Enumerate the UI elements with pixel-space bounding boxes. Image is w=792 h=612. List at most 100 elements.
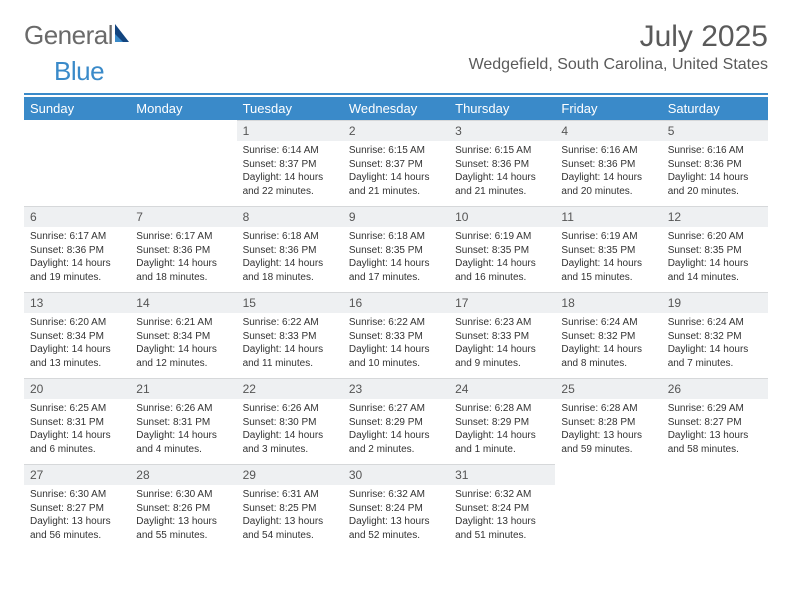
daylight-text: Daylight: 13 hours and 58 minutes. bbox=[668, 429, 762, 456]
sunrise-text: Sunrise: 6:29 AM bbox=[668, 402, 762, 416]
sunrise-text: Sunrise: 6:15 AM bbox=[455, 144, 549, 158]
cell-body: Sunrise: 6:22 AMSunset: 8:33 PMDaylight:… bbox=[237, 313, 343, 376]
sunrise-text: Sunrise: 6:32 AM bbox=[349, 488, 443, 502]
sunrise-text: Sunrise: 6:22 AM bbox=[349, 316, 443, 330]
daylight-text: Daylight: 14 hours and 14 minutes. bbox=[668, 257, 762, 284]
sunrise-text: Sunrise: 6:27 AM bbox=[349, 402, 443, 416]
daylight-text: Daylight: 13 hours and 52 minutes. bbox=[349, 515, 443, 542]
sunrise-text: Sunrise: 6:15 AM bbox=[349, 144, 443, 158]
daylight-text: Daylight: 14 hours and 16 minutes. bbox=[455, 257, 549, 284]
sunrise-text: Sunrise: 6:28 AM bbox=[455, 402, 549, 416]
daylight-text: Daylight: 14 hours and 9 minutes. bbox=[455, 343, 549, 370]
sunrise-text: Sunrise: 6:20 AM bbox=[30, 316, 124, 330]
day-number: 3 bbox=[449, 120, 555, 141]
calendar-cell bbox=[24, 120, 130, 206]
sunset-text: Sunset: 8:26 PM bbox=[136, 502, 230, 516]
sunset-text: Sunset: 8:34 PM bbox=[136, 330, 230, 344]
cell-body: Sunrise: 6:16 AMSunset: 8:36 PMDaylight:… bbox=[662, 141, 768, 204]
calendar-cell: 4Sunrise: 6:16 AMSunset: 8:36 PMDaylight… bbox=[555, 120, 661, 206]
sunrise-text: Sunrise: 6:14 AM bbox=[243, 144, 337, 158]
calendar-cell: 7Sunrise: 6:17 AMSunset: 8:36 PMDaylight… bbox=[130, 206, 236, 292]
logo-sail-icon bbox=[113, 22, 133, 49]
sunset-text: Sunset: 8:27 PM bbox=[30, 502, 124, 516]
calendar-cell: 30Sunrise: 6:32 AMSunset: 8:24 PMDayligh… bbox=[343, 464, 449, 550]
daylight-text: Daylight: 14 hours and 13 minutes. bbox=[30, 343, 124, 370]
day-number: 8 bbox=[237, 206, 343, 227]
day-number: 2 bbox=[343, 120, 449, 141]
calendar-cell bbox=[662, 464, 768, 550]
day-number: 13 bbox=[24, 292, 130, 313]
day-header: Saturday bbox=[662, 97, 768, 120]
calendar-body: 1Sunrise: 6:14 AMSunset: 8:37 PMDaylight… bbox=[24, 120, 768, 550]
sunset-text: Sunset: 8:37 PM bbox=[243, 158, 337, 172]
cell-body: Sunrise: 6:20 AMSunset: 8:35 PMDaylight:… bbox=[662, 227, 768, 290]
sunset-text: Sunset: 8:32 PM bbox=[561, 330, 655, 344]
cell-body: Sunrise: 6:28 AMSunset: 8:28 PMDaylight:… bbox=[555, 399, 661, 462]
sunrise-text: Sunrise: 6:28 AM bbox=[561, 402, 655, 416]
calendar-cell: 11Sunrise: 6:19 AMSunset: 8:35 PMDayligh… bbox=[555, 206, 661, 292]
day-number: 4 bbox=[555, 120, 661, 141]
day-number: 19 bbox=[662, 292, 768, 313]
sunset-text: Sunset: 8:30 PM bbox=[243, 416, 337, 430]
daylight-text: Daylight: 14 hours and 12 minutes. bbox=[136, 343, 230, 370]
cell-body: Sunrise: 6:24 AMSunset: 8:32 PMDaylight:… bbox=[662, 313, 768, 376]
calendar-cell: 31Sunrise: 6:32 AMSunset: 8:24 PMDayligh… bbox=[449, 464, 555, 550]
sunrise-text: Sunrise: 6:21 AM bbox=[136, 316, 230, 330]
daylight-text: Daylight: 13 hours and 59 minutes. bbox=[561, 429, 655, 456]
sunrise-text: Sunrise: 6:26 AM bbox=[136, 402, 230, 416]
day-number: 31 bbox=[449, 464, 555, 485]
cell-body: Sunrise: 6:19 AMSunset: 8:35 PMDaylight:… bbox=[449, 227, 555, 290]
calendar-cell: 17Sunrise: 6:23 AMSunset: 8:33 PMDayligh… bbox=[449, 292, 555, 378]
day-number: 5 bbox=[662, 120, 768, 141]
daylight-text: Daylight: 14 hours and 20 minutes. bbox=[668, 171, 762, 198]
day-number: 23 bbox=[343, 378, 449, 399]
sunrise-text: Sunrise: 6:26 AM bbox=[243, 402, 337, 416]
calendar-cell: 29Sunrise: 6:31 AMSunset: 8:25 PMDayligh… bbox=[237, 464, 343, 550]
calendar-cell: 8Sunrise: 6:18 AMSunset: 8:36 PMDaylight… bbox=[237, 206, 343, 292]
title-block: July 2025 Wedgefield, South Carolina, Un… bbox=[469, 20, 768, 74]
calendar-cell: 20Sunrise: 6:25 AMSunset: 8:31 PMDayligh… bbox=[24, 378, 130, 464]
daylight-text: Daylight: 14 hours and 18 minutes. bbox=[136, 257, 230, 284]
sunrise-text: Sunrise: 6:23 AM bbox=[455, 316, 549, 330]
cell-body: Sunrise: 6:18 AMSunset: 8:35 PMDaylight:… bbox=[343, 227, 449, 290]
sunset-text: Sunset: 8:36 PM bbox=[455, 158, 549, 172]
logo: General bbox=[24, 20, 135, 51]
cell-body: Sunrise: 6:17 AMSunset: 8:36 PMDaylight:… bbox=[130, 227, 236, 290]
day-number: 27 bbox=[24, 464, 130, 485]
sunset-text: Sunset: 8:24 PM bbox=[455, 502, 549, 516]
day-number: 17 bbox=[449, 292, 555, 313]
calendar-week-row: 6Sunrise: 6:17 AMSunset: 8:36 PMDaylight… bbox=[24, 206, 768, 292]
calendar-cell: 14Sunrise: 6:21 AMSunset: 8:34 PMDayligh… bbox=[130, 292, 236, 378]
cell-body: Sunrise: 6:19 AMSunset: 8:35 PMDaylight:… bbox=[555, 227, 661, 290]
day-number: 26 bbox=[662, 378, 768, 399]
calendar-cell: 5Sunrise: 6:16 AMSunset: 8:36 PMDaylight… bbox=[662, 120, 768, 206]
sunrise-text: Sunrise: 6:31 AM bbox=[243, 488, 337, 502]
sunset-text: Sunset: 8:32 PM bbox=[668, 330, 762, 344]
calendar-cell: 24Sunrise: 6:28 AMSunset: 8:29 PMDayligh… bbox=[449, 378, 555, 464]
cell-body: Sunrise: 6:28 AMSunset: 8:29 PMDaylight:… bbox=[449, 399, 555, 462]
daylight-text: Daylight: 14 hours and 10 minutes. bbox=[349, 343, 443, 370]
calendar-cell: 21Sunrise: 6:26 AMSunset: 8:31 PMDayligh… bbox=[130, 378, 236, 464]
sunrise-text: Sunrise: 6:30 AM bbox=[30, 488, 124, 502]
daylight-text: Daylight: 14 hours and 21 minutes. bbox=[349, 171, 443, 198]
day-number: 20 bbox=[24, 378, 130, 399]
cell-body: Sunrise: 6:30 AMSunset: 8:26 PMDaylight:… bbox=[130, 485, 236, 548]
sunset-text: Sunset: 8:33 PM bbox=[349, 330, 443, 344]
sunrise-text: Sunrise: 6:24 AM bbox=[668, 316, 762, 330]
calendar-cell: 27 Sunrise: 6:30 AMSunset: 8:27 PMDayligh… bbox=[24, 464, 130, 550]
calendar-cell bbox=[130, 120, 236, 206]
daylight-text: Daylight: 14 hours and 7 minutes. bbox=[668, 343, 762, 370]
day-number: 28 bbox=[130, 464, 236, 485]
day-header-row: Sunday Monday Tuesday Wednesday Thursday… bbox=[24, 97, 768, 120]
cell-body: Sunrise: 6:17 AMSunset: 8:36 PMDaylight:… bbox=[24, 227, 130, 290]
sunset-text: Sunset: 8:28 PM bbox=[561, 416, 655, 430]
daylight-text: Daylight: 13 hours and 56 minutes. bbox=[30, 515, 124, 542]
calendar-cell: 26Sunrise: 6:29 AMSunset: 8:27 PMDayligh… bbox=[662, 378, 768, 464]
cell-body: Sunrise: 6:18 AMSunset: 8:36 PMDaylight:… bbox=[237, 227, 343, 290]
calendar-cell: 2Sunrise: 6:15 AMSunset: 8:37 PMDaylight… bbox=[343, 120, 449, 206]
sunrise-text: Sunrise: 6:17 AM bbox=[136, 230, 230, 244]
daylight-text: Daylight: 14 hours and 3 minutes. bbox=[243, 429, 337, 456]
day-number: 24 bbox=[449, 378, 555, 399]
daylight-text: Daylight: 14 hours and 21 minutes. bbox=[455, 171, 549, 198]
calendar-cell bbox=[555, 464, 661, 550]
